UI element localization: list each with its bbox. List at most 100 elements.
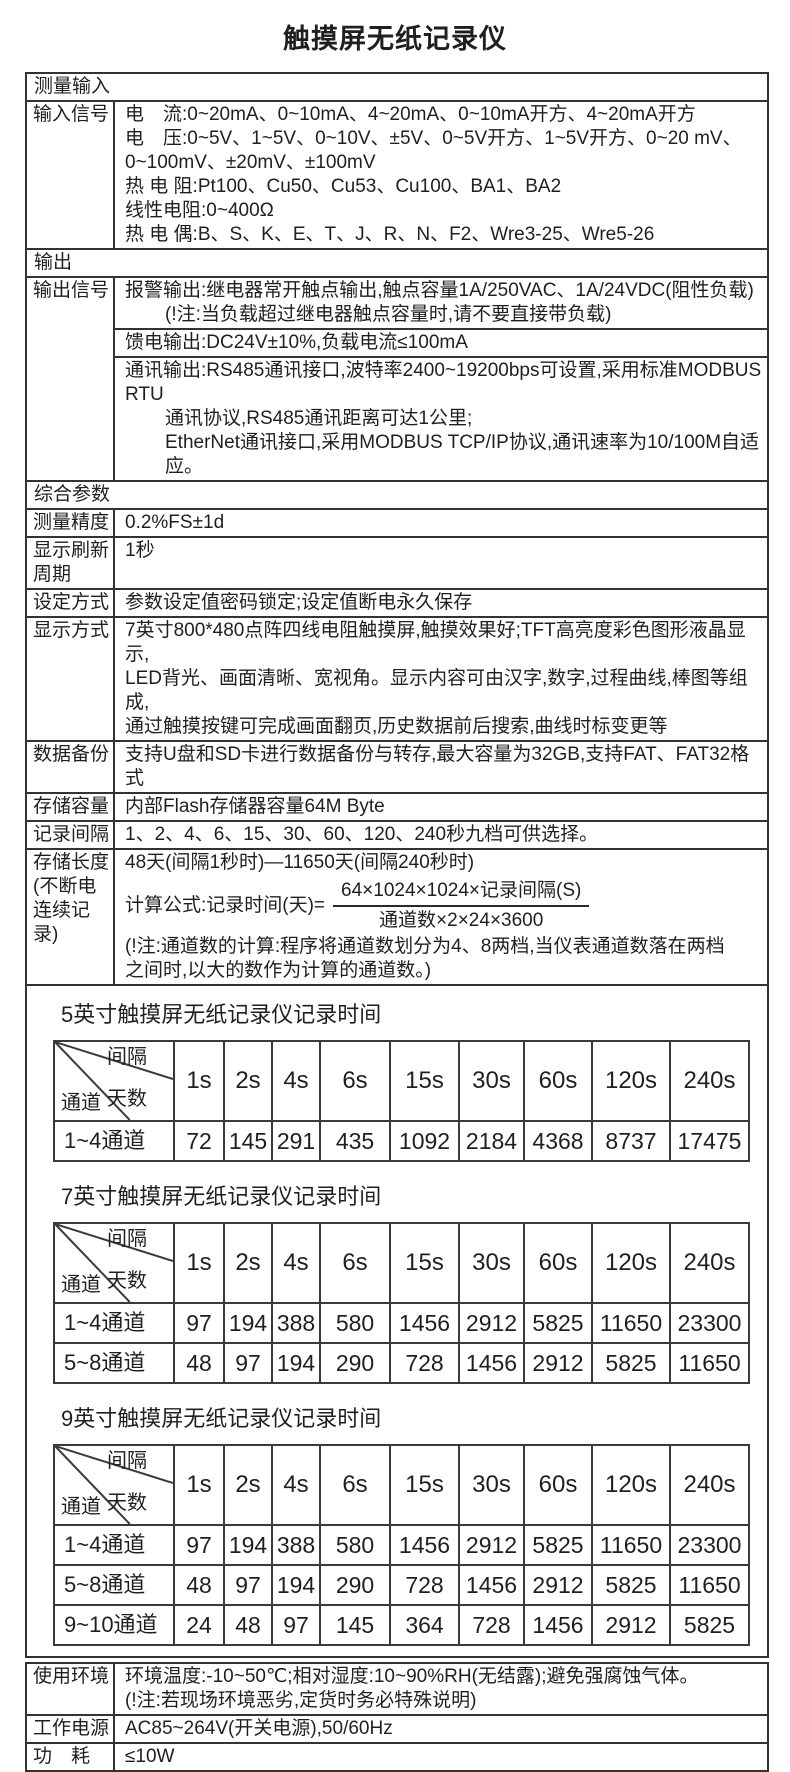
days-value-cell: 97 (173, 1524, 225, 1566)
interval-header-cell: 240s (669, 1040, 750, 1122)
header-row: 间隔 天数 通道 1s 2s 4s 6s 15s 30s 60s 120s 24… (53, 1040, 750, 1122)
spec-content: 参数设定值密码锁定;设定值断电永久保存 (125, 592, 473, 613)
comm-output-subrow: 通讯输出:RS485通讯接口,波特率2400~19200bps可设置,采用标准M… (115, 356, 767, 480)
corner-channel-label: 通道 (61, 1274, 101, 1296)
spec-line: 报警输出:继电器常开触点输出,触点容量1A/250VAC、1A/24VDC(阻性… (125, 280, 754, 301)
spec-note-line: (!注:通道数的计算:程序将通道数划分为4、8两档,当仪表通道数落在两档 (125, 936, 725, 957)
spec-line: LED背光、画面清晰、宽视角。显示内容可由汉字,数字,过程曲线,棒图等组成, (125, 668, 748, 713)
diagonal-lines-icon (55, 1446, 173, 1524)
interval-header-cell: 120s (591, 1222, 671, 1304)
channel-label-cell: 1~4通道 (53, 1524, 175, 1566)
record-table-7inch: 间隔 天数 通道 1s 2s 4s 6s 15s 30s 60s 120s 24… (53, 1222, 750, 1384)
section-header: 输出 (34, 252, 73, 273)
spec-label-line: 周期 (33, 564, 72, 585)
days-value-cell: 1092 (389, 1120, 460, 1162)
days-value-cell: 8737 (591, 1120, 671, 1162)
corner-days-label: 天数 (107, 1492, 147, 1514)
days-value-cell: 48 (173, 1342, 225, 1384)
days-value-cell: 5825 (591, 1342, 671, 1384)
record-table-5inch: 间隔 天数 通道 1s 2s 4s 6s 15s 30s 60s 120s 24… (53, 1040, 750, 1162)
interval-header-cell: 4s (271, 1222, 321, 1304)
spec-row-refresh: 显示刷新 周期 1秒 (27, 536, 767, 588)
table-row: 1~4通道 72 145 291 435 1092 2184 4368 8737… (53, 1120, 750, 1162)
days-value-cell: 5825 (591, 1564, 671, 1606)
corner-days-label: 天数 (107, 1088, 147, 1110)
spec-line: 通过触摸按键可完成画面翻页,历史数据前后搜索,曲线时标变更等 (125, 716, 668, 737)
diagonal-lines-icon (55, 1224, 173, 1302)
corner-channel-label: 通道 (61, 1092, 101, 1114)
interval-header-cell: 1s (173, 1444, 225, 1526)
table-row: 5~8通道 48 97 194 290 728 1456 2912 5825 1… (53, 1342, 750, 1384)
spec-label: 功 耗 (27, 1744, 115, 1770)
interval-header-cell: 2s (223, 1222, 273, 1304)
corner-cell: 间隔 天数 通道 (53, 1444, 175, 1526)
interval-header-cell: 1s (173, 1222, 225, 1304)
days-value-cell: 11650 (669, 1564, 750, 1606)
interval-header-cell: 30s (458, 1222, 525, 1304)
interval-header-cell: 30s (458, 1040, 525, 1122)
spec-content: 环境温度:-10~50℃;相对湿度:10~90%RH(无结露);避免强腐蚀气体。… (115, 1664, 767, 1714)
interval-header-cell: 15s (389, 1444, 460, 1526)
spec-line: 7英寸800*480点阵四线电阻触摸屏,触摸效果好;TFT高亮度彩色图形液晶显示… (125, 620, 746, 665)
spec-table: 测量输入 输入信号 电 流:0~20mA、0~10mA、4~20mA、0~10m… (25, 72, 769, 1658)
days-value-cell: 388 (271, 1302, 321, 1344)
spec-content: 电 流:0~20mA、0~10mA、4~20mA、0~10mA开方、4~20mA… (115, 102, 767, 248)
spec-content: 报警输出:继电器常开触点输出,触点容量1A/250VAC、1A/24VDC(阻性… (115, 278, 767, 480)
spec-label-line: 存储长度 (33, 852, 110, 873)
spec-row-environment: 使用环境 环境温度:-10~50℃;相对湿度:10~90%RH(无结露);避免强… (27, 1664, 767, 1714)
section-row-general: 综合参数 (27, 480, 767, 508)
spec-note-line: (!注:当负载超过继电器触点容量时,请不要直接带负载) (165, 304, 612, 325)
days-value-cell: 5825 (523, 1302, 593, 1344)
spec-line: 电 流:0~20mA、0~10mA、4~20mA、0~10mA开方、4~20mA… (125, 104, 696, 125)
interval-header-cell: 2s (223, 1444, 273, 1526)
record-table-title: 7英寸触摸屏无纸记录仪记录时间 (61, 1184, 382, 1209)
corner-days-label: 天数 (107, 1270, 147, 1292)
interval-header-cell: 60s (523, 1040, 593, 1122)
formula-fraction: 64×1024×1024×记录间隔(S) 通道数×2×24×3600 (333, 879, 590, 933)
interval-header-cell: 120s (591, 1040, 671, 1122)
record-table-9inch: 间隔 天数 通道 1s 2s 4s 6s 15s 30s 60s 120s 24… (53, 1444, 750, 1646)
spec-label: 存储容量 (27, 794, 115, 820)
spec-row-input-signal: 输入信号 电 流:0~20mA、0~10mA、4~20mA、0~10mA开方、4… (27, 100, 767, 248)
spec-label: 输入信号 (27, 102, 115, 248)
corner-interval-label: 间隔 (107, 1046, 147, 1068)
days-value-cell: 97 (173, 1302, 225, 1344)
spec-content: 1秒 (125, 540, 155, 561)
days-value-cell: 728 (389, 1342, 460, 1384)
days-value-cell: 1456 (389, 1524, 460, 1566)
channel-label-cell: 5~8通道 (53, 1564, 175, 1606)
days-value-cell: 11650 (669, 1342, 750, 1384)
interval-header-cell: 6s (319, 1222, 391, 1304)
record-tables-cell: 5英寸触摸屏无纸记录仪记录时间 间隔 天数 通道 (27, 986, 767, 1656)
spec-row-backup: 数据备份 支持U盘和SD卡进行数据备份与转存,最大容量为32GB,支持FAT、F… (27, 740, 767, 792)
spec-content: 内部Flash存储器容量64M Byte (125, 796, 385, 817)
corner-interval-label: 间隔 (107, 1450, 147, 1472)
spec-line: 馈电输出:DC24V±10%,负载电流≤100mA (125, 332, 468, 353)
interval-header-cell: 1s (173, 1040, 225, 1122)
spec-content: 7英寸800*480点阵四线电阻触摸屏,触摸效果好;TFT高亮度彩色图形液晶显示… (115, 618, 767, 740)
bottom-spec-table: 使用环境 环境温度:-10~50℃;相对湿度:10~90%RH(无结露);避免强… (25, 1662, 769, 1772)
interval-header-cell: 4s (271, 1444, 321, 1526)
days-value-cell: 1456 (458, 1342, 525, 1384)
days-value-cell: 1456 (389, 1302, 460, 1344)
days-value-cell: 24 (173, 1604, 225, 1646)
record-table-title: 5英寸触摸屏无纸记录仪记录时间 (61, 1002, 382, 1027)
spec-line: 热 电 阻:Pt100、Cu50、Cu53、Cu100、BA1、BA2 (125, 176, 562, 197)
spec-row-accuracy: 测量精度 0.2%FS±1d (27, 508, 767, 536)
formula-denominator: 通道数×2×24×3600 (379, 910, 544, 931)
days-value-cell: 728 (458, 1604, 525, 1646)
days-value-cell: 2912 (523, 1564, 593, 1606)
spec-row-consumption: 功 耗 ≤10W (27, 1742, 767, 1770)
diagonal-lines-icon (55, 1042, 173, 1120)
spec-line: 电 压:0~5V、1~5V、0~10V、±5V、0~5V开方、1~5V开方、0~… (125, 128, 742, 149)
spec-line: EtherNet通讯接口,采用MODBUS TCP/IP协议,通讯速率为10/1… (165, 432, 760, 477)
storage-formula: 计算公式:记录时间(天)= 64×1024×1024×记录间隔(S) 通道数×2… (125, 879, 763, 933)
table-row: 5~8通道 48 97 194 290 728 1456 2912 5825 1… (53, 1564, 750, 1606)
interval-header-cell: 120s (591, 1444, 671, 1526)
spec-content: ≤10W (125, 1746, 175, 1767)
days-value-cell: 1456 (458, 1564, 525, 1606)
feed-output-subrow: 馈电输出:DC24V±10%,负载电流≤100mA (115, 328, 767, 356)
days-value-cell: 1456 (523, 1604, 593, 1646)
days-value-cell: 580 (319, 1524, 391, 1566)
days-value-cell: 194 (271, 1564, 321, 1606)
